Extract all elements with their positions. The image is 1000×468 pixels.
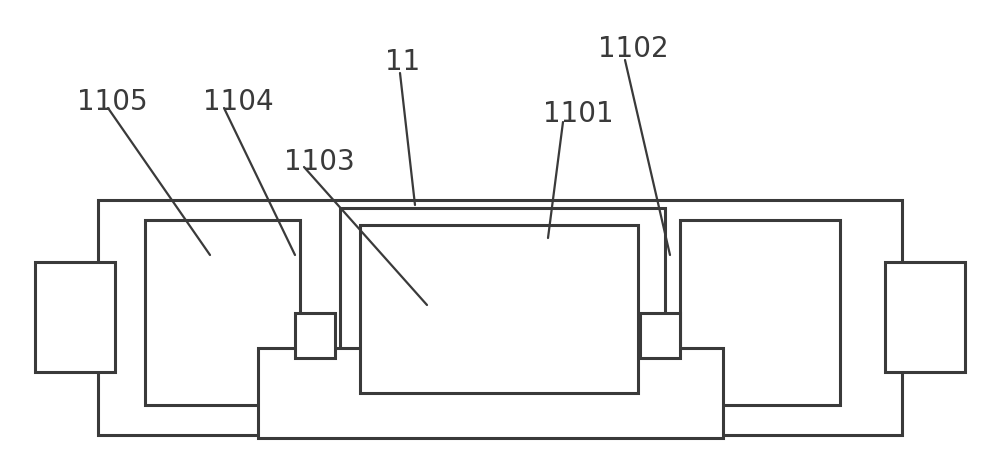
Bar xyxy=(885,262,965,372)
Bar xyxy=(680,220,840,405)
Text: 11: 11 xyxy=(385,48,420,76)
Bar xyxy=(98,200,902,435)
Text: 1102: 1102 xyxy=(598,35,669,63)
Bar xyxy=(35,262,115,372)
Bar xyxy=(340,208,665,418)
Text: 1103: 1103 xyxy=(284,148,355,176)
Bar xyxy=(145,220,300,405)
Bar xyxy=(295,313,335,358)
Bar xyxy=(640,313,680,358)
Text: 1101: 1101 xyxy=(543,100,614,128)
Text: 1104: 1104 xyxy=(203,88,274,116)
Bar xyxy=(360,225,638,393)
Text: 1105: 1105 xyxy=(77,88,148,116)
Bar xyxy=(258,348,723,438)
